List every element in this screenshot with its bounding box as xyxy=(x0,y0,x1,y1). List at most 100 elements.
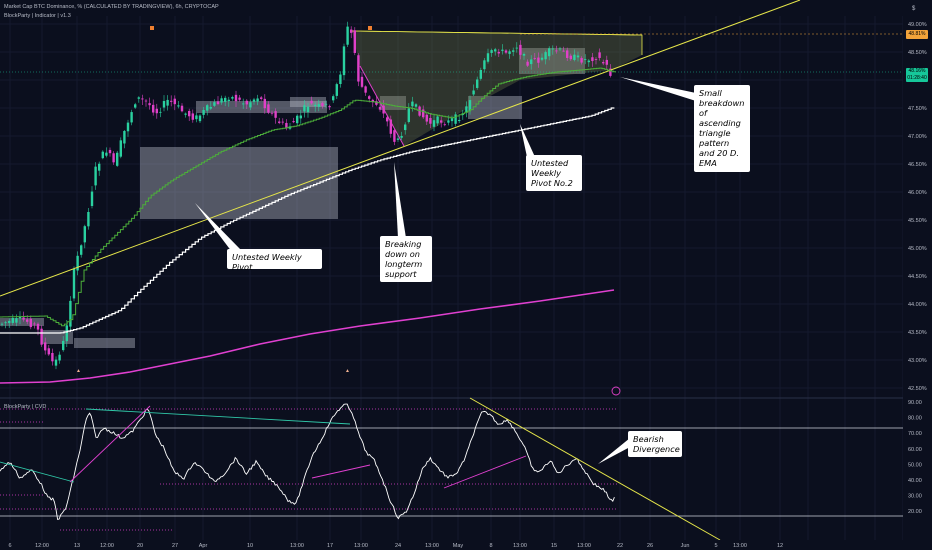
candle-body xyxy=(44,342,47,351)
annotation-weekly-pivot: Untested Weekly Pivot xyxy=(227,249,322,272)
time-tick-label: 24 xyxy=(395,543,401,549)
candle-body xyxy=(83,226,86,243)
candle-body xyxy=(256,98,259,102)
marker-b-2: ▲ xyxy=(345,368,350,374)
osc-tick-label: 90.00 xyxy=(908,400,922,406)
candle-body xyxy=(123,130,126,144)
candle-body xyxy=(368,96,371,99)
time-tick-label: 13:00 xyxy=(513,543,527,549)
candle-body xyxy=(162,101,166,108)
candle-body xyxy=(324,103,328,105)
countdown: 01:28:40 xyxy=(907,75,927,81)
candle-body xyxy=(270,112,274,114)
candle-body xyxy=(8,320,11,323)
osc-tick-label: 70.00 xyxy=(908,431,922,437)
candle-body xyxy=(180,105,184,112)
candle-body xyxy=(425,114,428,122)
alert-circle-icon[interactable] xyxy=(611,386,621,396)
candle-body xyxy=(310,100,313,104)
candle-body xyxy=(263,98,266,109)
candle-body xyxy=(72,268,76,299)
candle-body xyxy=(137,97,140,99)
candle-body xyxy=(494,49,497,52)
candle-body xyxy=(508,51,511,54)
osc-magenta-line-2 xyxy=(311,464,371,479)
candle-body xyxy=(126,122,130,132)
candle-body xyxy=(458,119,461,122)
time-tick-label: 17 xyxy=(327,543,333,549)
price-tag-current: 48.16% 01:28:40 xyxy=(906,68,928,82)
candle-body xyxy=(350,29,353,33)
osc-tick-label: 80.00 xyxy=(908,416,922,422)
candle-body xyxy=(342,46,346,76)
pointer-divergence xyxy=(598,438,630,464)
candle-body xyxy=(389,119,392,134)
candle-body xyxy=(548,48,551,57)
candle-body xyxy=(450,118,454,122)
annotation-breaking-support: Breaking down on longterm support xyxy=(380,236,432,282)
candle-body xyxy=(317,104,320,107)
osc-magenta-line-1 xyxy=(69,405,151,483)
time-tick-label: May xyxy=(453,543,464,549)
candle-body xyxy=(166,99,169,106)
candle-body xyxy=(569,55,572,60)
indicator-lines: ▲ ▲ xyxy=(0,0,801,396)
time-tick-label: 12 xyxy=(777,543,783,549)
candle-body xyxy=(332,96,335,101)
candle-body xyxy=(11,317,14,323)
candle-body xyxy=(116,152,119,166)
price-axis-corner: $ xyxy=(912,6,916,12)
candle-body xyxy=(440,120,443,123)
candle-body xyxy=(33,323,36,325)
candle-body xyxy=(119,140,122,157)
candle-body xyxy=(26,319,29,322)
support-trendline xyxy=(0,0,801,297)
time-tick-label: 8 xyxy=(489,543,492,549)
time-tick-label: 26 xyxy=(647,543,653,549)
candle-body xyxy=(65,325,68,342)
price-tick-label: 47.00% xyxy=(908,134,927,140)
chart-title[interactable]: Market Cap BTC Dominance, % (CALCULATED … xyxy=(4,4,219,10)
candles xyxy=(0,21,612,370)
candle-body xyxy=(198,115,202,122)
candle-body xyxy=(587,60,590,63)
candle-body xyxy=(209,106,212,109)
candle-body xyxy=(530,59,533,65)
price-tick-label: 47.50% xyxy=(908,106,927,112)
candle-body xyxy=(155,108,158,114)
candle-body xyxy=(454,114,457,124)
candle-body xyxy=(249,102,252,108)
candle-body xyxy=(436,116,439,124)
candle-body xyxy=(375,101,378,105)
candle-body xyxy=(260,97,263,99)
time-tick-label: 13:00 xyxy=(290,543,304,549)
price-axis-bg xyxy=(903,0,932,550)
candle-body xyxy=(285,122,288,129)
candle-body xyxy=(94,166,97,186)
candle-body xyxy=(242,103,245,105)
candle-body xyxy=(80,245,83,255)
candle-body xyxy=(472,90,475,95)
candle-body xyxy=(213,102,216,106)
candle-body xyxy=(371,99,374,103)
oscillator-label[interactable]: BlockParty | CVD xyxy=(4,404,47,410)
candle-body xyxy=(267,104,270,113)
indicator-label[interactable]: BlockParty | Indicator | v1.3 xyxy=(4,13,71,19)
osc-teal-line-2 xyxy=(0,461,75,483)
candle-body xyxy=(252,99,256,102)
time-tick-label: Jun xyxy=(681,543,690,549)
candle-body xyxy=(360,76,364,87)
candle-body xyxy=(144,100,148,102)
candle-body xyxy=(112,153,115,163)
candle-body xyxy=(544,52,547,60)
price-tick-label: 46.00% xyxy=(908,190,927,196)
candle-body xyxy=(594,59,598,60)
white-ma-line xyxy=(0,107,615,334)
time-tick-label: 20 xyxy=(137,543,143,549)
osc-tick-label: 60.00 xyxy=(908,447,922,453)
candle-body xyxy=(526,61,529,66)
candle-body xyxy=(591,57,594,62)
candle-body xyxy=(483,60,486,70)
